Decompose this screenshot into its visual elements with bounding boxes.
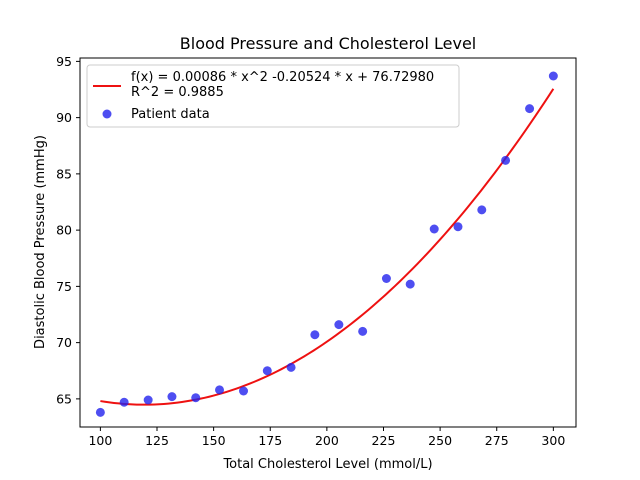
data-point (286, 362, 296, 372)
x-axis-label: Total Cholesterol Level (mmol/L) (222, 457, 432, 472)
x-tick-label: 100 (88, 433, 112, 448)
y-tick-label: 75 (56, 279, 72, 294)
data-point (215, 385, 225, 395)
y-tick-label: 65 (56, 391, 72, 406)
data-point (501, 155, 511, 165)
x-tick-label: 275 (485, 433, 509, 448)
legend: f(x) = 0.00086 * x^2 -0.20524 * x + 76.7… (86, 64, 460, 128)
data-point (453, 222, 463, 232)
y-tick-label: 70 (56, 335, 72, 350)
data-point (143, 395, 153, 405)
y-axis: 65 70 75 80 85 90 95 (56, 54, 80, 406)
points-layer (95, 71, 558, 417)
data-point (525, 104, 535, 114)
data-point (334, 320, 344, 330)
x-tick-label: 150 (202, 433, 226, 448)
y-tick-label: 90 (56, 110, 72, 125)
data-point (358, 326, 368, 336)
x-axis: 100 125 150 175 200 225 250 275 300 (88, 427, 565, 448)
data-point (429, 224, 439, 234)
data-point (167, 392, 177, 402)
data-point (548, 71, 558, 81)
fit-curve (100, 88, 555, 406)
legend-fit-label-line1: f(x) = 0.00086 * x^2 -0.20524 * x + 76.7… (131, 70, 434, 85)
x-tick-label: 300 (541, 433, 565, 448)
x-tick-label: 250 (428, 433, 452, 448)
y-tick-label: 95 (56, 54, 72, 69)
data-point (381, 274, 391, 283)
data-point (191, 393, 201, 403)
x-tick-label: 225 (372, 433, 396, 448)
data-point (405, 279, 415, 289)
plot-area-frame (79, 57, 577, 428)
x-tick-label: 200 (315, 433, 339, 448)
y-tick-label: 85 (56, 166, 72, 181)
y-axis-label: Diastolic Blood Pressure (mmHg) (33, 135, 48, 349)
legend-points-label: Patient data (131, 107, 210, 122)
data-point (119, 397, 129, 407)
legend-box (86, 64, 460, 128)
data-point (239, 386, 249, 396)
legend-fit-label-line2: R^2 = 0.9885 (131, 85, 224, 100)
chart-title: Blood Pressure and Cholesterol Level (180, 34, 476, 53)
data-point (262, 366, 272, 376)
x-tick-label: 125 (145, 433, 169, 448)
data-point (477, 205, 487, 215)
fit-layer (100, 88, 555, 406)
x-tick-label: 175 (258, 433, 282, 448)
y-tick-label: 80 (56, 223, 72, 238)
data-point (95, 407, 105, 417)
legend-points-swatch (102, 109, 112, 119)
data-point (310, 330, 320, 340)
